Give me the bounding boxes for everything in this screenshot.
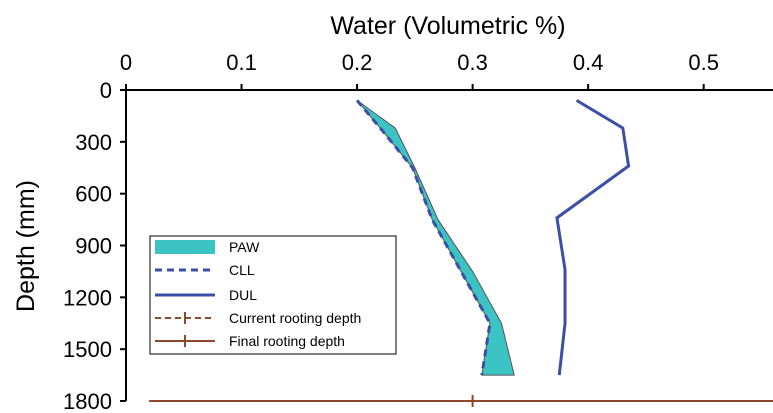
y-axis-title: Depth (mm)	[12, 180, 40, 312]
plot-area	[149, 99, 773, 407]
y-tick-label: 300	[75, 130, 112, 155]
legend-label-current-rooting: Current rooting depth	[229, 310, 361, 326]
legend-swatch-paw	[155, 240, 215, 254]
legend-label-cll: CLL	[229, 262, 255, 278]
x-tick-label: 0.5	[688, 50, 719, 75]
legend-label-dul: DUL	[229, 287, 257, 303]
x-tick-label: 0.2	[342, 50, 373, 75]
y-axis-ticks: 0 300 600 900 1200 1500 1800	[63, 78, 126, 413]
y-tick-label: 1800	[63, 389, 112, 413]
y-tick-label: 1200	[63, 285, 112, 310]
x-axis-ticks: 0 0.1 0.2 0.3 0.4 0.5	[120, 50, 719, 90]
x-tick-label: 0.4	[573, 50, 604, 75]
cll-line	[355, 99, 492, 376]
x-axis-title: Water (Volumetric %)	[330, 12, 565, 40]
y-tick-label: 1500	[63, 337, 112, 362]
legend: PAW CLL DUL Current rooting depth Final …	[149, 235, 397, 355]
x-tick-label: 0.1	[226, 50, 257, 75]
x-tick-label: 0	[120, 50, 132, 75]
y-tick-label: 0	[100, 78, 112, 103]
y-tick-label: 600	[75, 182, 112, 207]
y-tick-label: 900	[75, 234, 112, 259]
legend-label-final-rooting: Final rooting depth	[229, 333, 345, 349]
dul-line	[555, 99, 631, 376]
legend-label-paw: PAW	[229, 239, 260, 255]
x-tick-label: 0.3	[457, 50, 488, 75]
